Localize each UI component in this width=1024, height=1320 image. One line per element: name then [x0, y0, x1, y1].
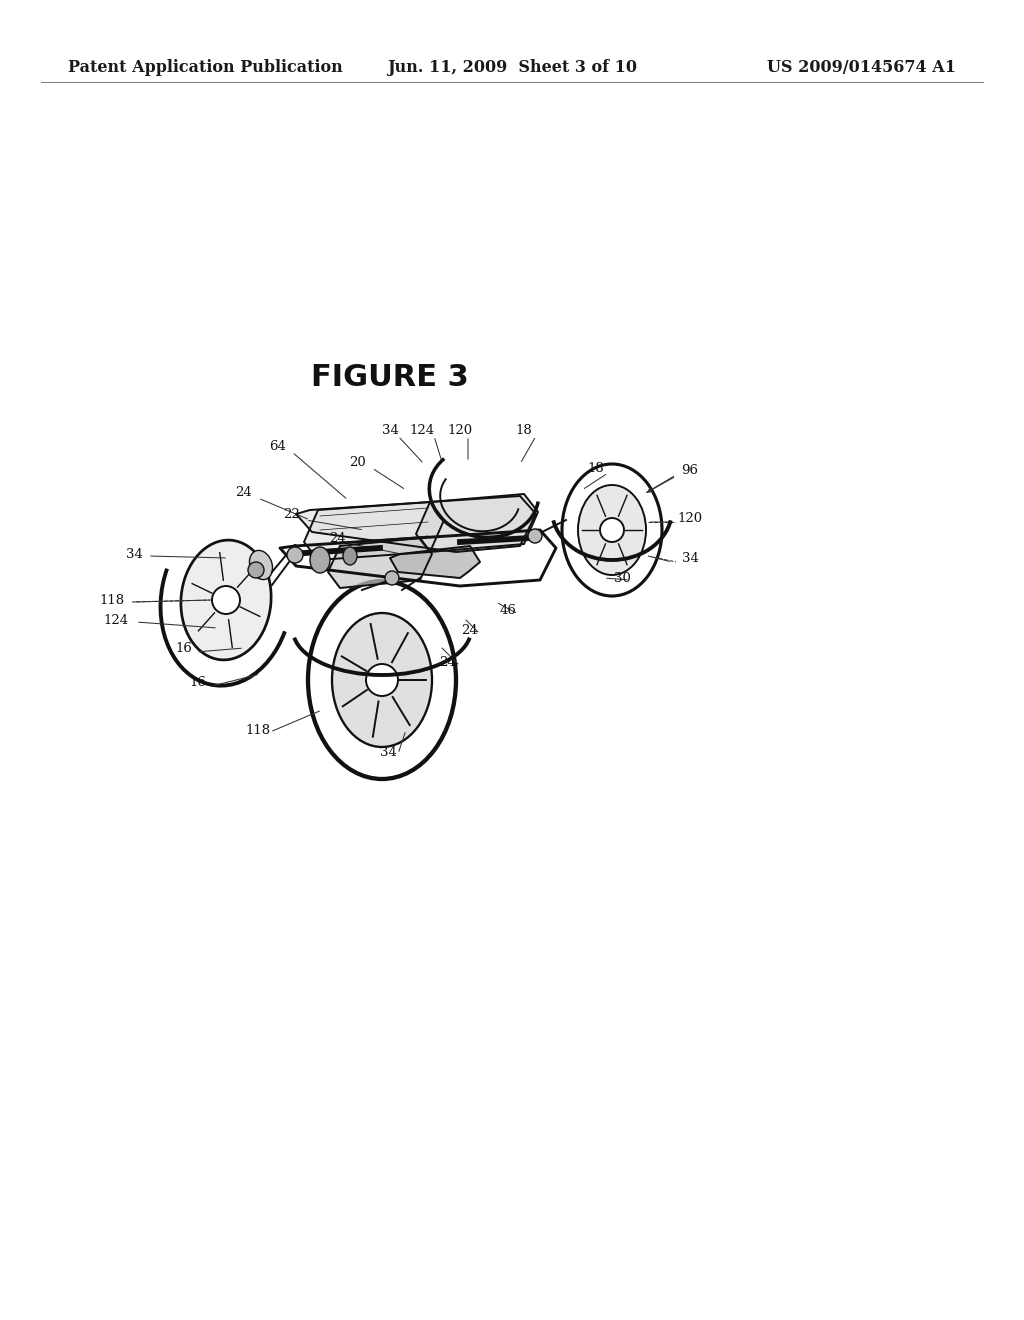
Text: 18: 18: [588, 462, 604, 474]
Text: 34: 34: [682, 552, 698, 565]
Text: 20: 20: [349, 455, 367, 469]
Text: 124: 124: [103, 614, 129, 627]
Text: 120: 120: [678, 511, 702, 524]
Circle shape: [366, 664, 398, 696]
Polygon shape: [304, 502, 444, 560]
Polygon shape: [390, 546, 480, 578]
Polygon shape: [416, 494, 538, 552]
Text: 96: 96: [682, 463, 698, 477]
Text: 120: 120: [447, 424, 472, 437]
Text: 16: 16: [175, 642, 193, 655]
Circle shape: [385, 572, 399, 585]
Text: 124: 124: [410, 424, 434, 437]
Ellipse shape: [343, 546, 357, 565]
Text: US 2009/0145674 A1: US 2009/0145674 A1: [767, 59, 956, 77]
Circle shape: [600, 517, 624, 543]
Circle shape: [248, 562, 264, 578]
Ellipse shape: [332, 612, 432, 747]
Ellipse shape: [250, 550, 272, 579]
Text: 24: 24: [439, 656, 457, 668]
Ellipse shape: [578, 484, 646, 576]
Text: 118: 118: [99, 594, 125, 606]
Circle shape: [212, 586, 240, 614]
Text: 64: 64: [269, 441, 287, 454]
Text: 24: 24: [330, 532, 346, 545]
Ellipse shape: [181, 540, 271, 660]
Polygon shape: [296, 496, 536, 552]
Polygon shape: [328, 539, 432, 587]
Circle shape: [528, 529, 542, 543]
Text: 24: 24: [236, 486, 252, 499]
Text: 34: 34: [380, 746, 396, 759]
Circle shape: [287, 546, 303, 564]
Text: 16: 16: [189, 676, 207, 689]
Text: 34: 34: [126, 548, 142, 561]
Text: 18: 18: [516, 424, 532, 437]
Ellipse shape: [310, 546, 330, 573]
Text: 30: 30: [613, 572, 631, 585]
Text: 22: 22: [284, 508, 300, 521]
Text: 24: 24: [462, 623, 478, 636]
Text: 34: 34: [382, 424, 398, 437]
Text: Patent Application Publication: Patent Application Publication: [68, 59, 343, 77]
Text: Jun. 11, 2009  Sheet 3 of 10: Jun. 11, 2009 Sheet 3 of 10: [387, 59, 637, 77]
Text: FIGURE 3: FIGURE 3: [311, 363, 469, 392]
Text: 46: 46: [500, 603, 516, 616]
Text: 118: 118: [246, 723, 270, 737]
